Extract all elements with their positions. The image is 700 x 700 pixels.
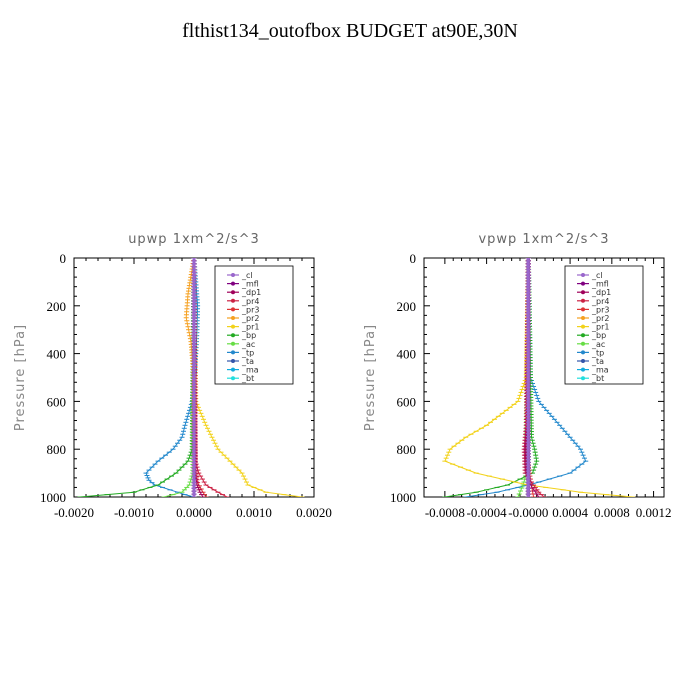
legend-marker — [231, 316, 235, 320]
legend-marker — [581, 324, 585, 329]
x-tick-label: -0.0010 — [114, 505, 154, 520]
legend-label: _mfl — [591, 280, 609, 289]
y-tick-label: 600 — [47, 394, 67, 409]
x-tick-label: 0.0012 — [636, 505, 672, 520]
legend-label: _ma — [241, 366, 259, 375]
y-tick-label: 200 — [47, 299, 67, 314]
legend-marker — [581, 290, 585, 295]
legend-label: _bt — [241, 374, 254, 383]
legend-label: _ac — [241, 340, 255, 349]
legend-marker — [581, 359, 585, 363]
legend-label: _bp — [591, 331, 606, 340]
legend-label: _pr3 — [591, 305, 609, 314]
legend-box — [214, 265, 294, 385]
y-tick-label: 800 — [47, 442, 67, 457]
x-tick-label: -0.0020 — [54, 505, 94, 520]
legend-marker — [581, 376, 585, 381]
legend-label: _cl — [241, 271, 253, 280]
x-tick-label: 0.0004 — [552, 505, 588, 520]
legend-marker — [231, 367, 235, 372]
legend-label: _pr1 — [591, 323, 609, 332]
x-tick-label: -0.0008 — [425, 505, 465, 520]
legend-marker — [231, 307, 235, 312]
legend-marker — [231, 333, 235, 338]
y-tick-label: 400 — [397, 347, 417, 362]
legend-marker — [231, 359, 235, 363]
y-tick-label: 0 — [60, 251, 67, 266]
y-tick-label: 800 — [397, 442, 417, 457]
legend-label: _mfl — [241, 280, 259, 289]
legend-label: _tp — [591, 348, 604, 357]
y-tick-label: 1000 — [40, 490, 66, 505]
legend-marker — [231, 341, 235, 346]
y-tick-label: 600 — [397, 394, 417, 409]
legend-label: _pr1 — [241, 323, 259, 332]
legend-marker — [231, 350, 235, 355]
legend-label: _pr4 — [591, 297, 609, 306]
legend-marker — [581, 333, 585, 338]
legend-marker — [231, 376, 235, 381]
legend-marker — [581, 281, 585, 286]
legend: _cl_mfl_dp1_pr4_pr3_pr2_pr1_bp_ac_tp_ta_… — [564, 265, 644, 385]
x-tick-label: 0.0000 — [176, 505, 212, 520]
x-tick-label: 0.0008 — [594, 505, 630, 520]
legend-marker — [581, 298, 585, 303]
legend-label: _dp1 — [241, 288, 261, 297]
legend-label: _bt — [591, 374, 604, 383]
legend-marker — [581, 316, 585, 320]
y-tick-label: 200 — [397, 299, 417, 314]
legend-label: _pr3 — [241, 305, 259, 314]
legend-marker — [231, 324, 235, 329]
legend-marker — [581, 341, 585, 346]
legend-label: _pr4 — [241, 297, 259, 306]
plot-area — [77, 258, 305, 497]
legend-label: _pr2 — [591, 314, 609, 323]
y-tick-label: 1000 — [390, 490, 416, 505]
x-tick-label: -0.0000 — [508, 505, 548, 520]
plot-area — [442, 258, 636, 497]
legend-box — [564, 265, 644, 385]
x-tick-label: -0.0004 — [467, 505, 508, 520]
legend-marker — [581, 350, 585, 355]
legend-marker — [581, 273, 585, 277]
legend-label: _cl — [591, 271, 603, 280]
panel-title: upwp 1xm^2/s^3 — [128, 232, 260, 247]
y-tick-label: 400 — [47, 347, 67, 362]
legend-marker — [231, 290, 235, 295]
legend-label: _ma — [591, 366, 609, 375]
x-tick-label: 0.0010 — [236, 505, 272, 520]
y-axis-label: Pressure [hPa] — [13, 324, 28, 431]
y-axis-label: Pressure [hPa] — [363, 324, 378, 431]
legend-label: _pr2 — [241, 314, 259, 323]
series-line-bp — [79, 258, 195, 497]
panel-title: vpwp 1xm^2/s^3 — [478, 232, 609, 247]
legend-label: _bp — [241, 331, 256, 340]
legend-marker — [231, 298, 235, 303]
legend: _cl_mfl_dp1_pr4_pr3_pr2_pr1_bp_ac_tp_ta_… — [214, 265, 294, 385]
legend-label: _tp — [241, 348, 254, 357]
page-title: flthist134_outofbox BUDGET at90E,30N — [182, 20, 518, 42]
legend-label: _ta — [591, 357, 604, 366]
y-tick-label: 0 — [410, 251, 417, 266]
legend-marker — [231, 281, 235, 286]
chart-panel-1: vpwp 1xm^2/s^3 Pressure [hPa] 0 200 400 600 80… — [363, 232, 671, 520]
legend-marker — [581, 307, 585, 312]
legend-label: _dp1 — [591, 288, 611, 297]
chart-panel-0: upwp 1xm^2/s^3 Pressure [hPa] 0 200 400 600 80… — [13, 232, 332, 520]
x-tick-label: 0.0020 — [296, 505, 332, 520]
legend-label: _ac — [591, 340, 605, 349]
legend-marker — [581, 367, 585, 372]
legend-marker — [231, 273, 235, 277]
legend-label: _ta — [241, 357, 254, 366]
